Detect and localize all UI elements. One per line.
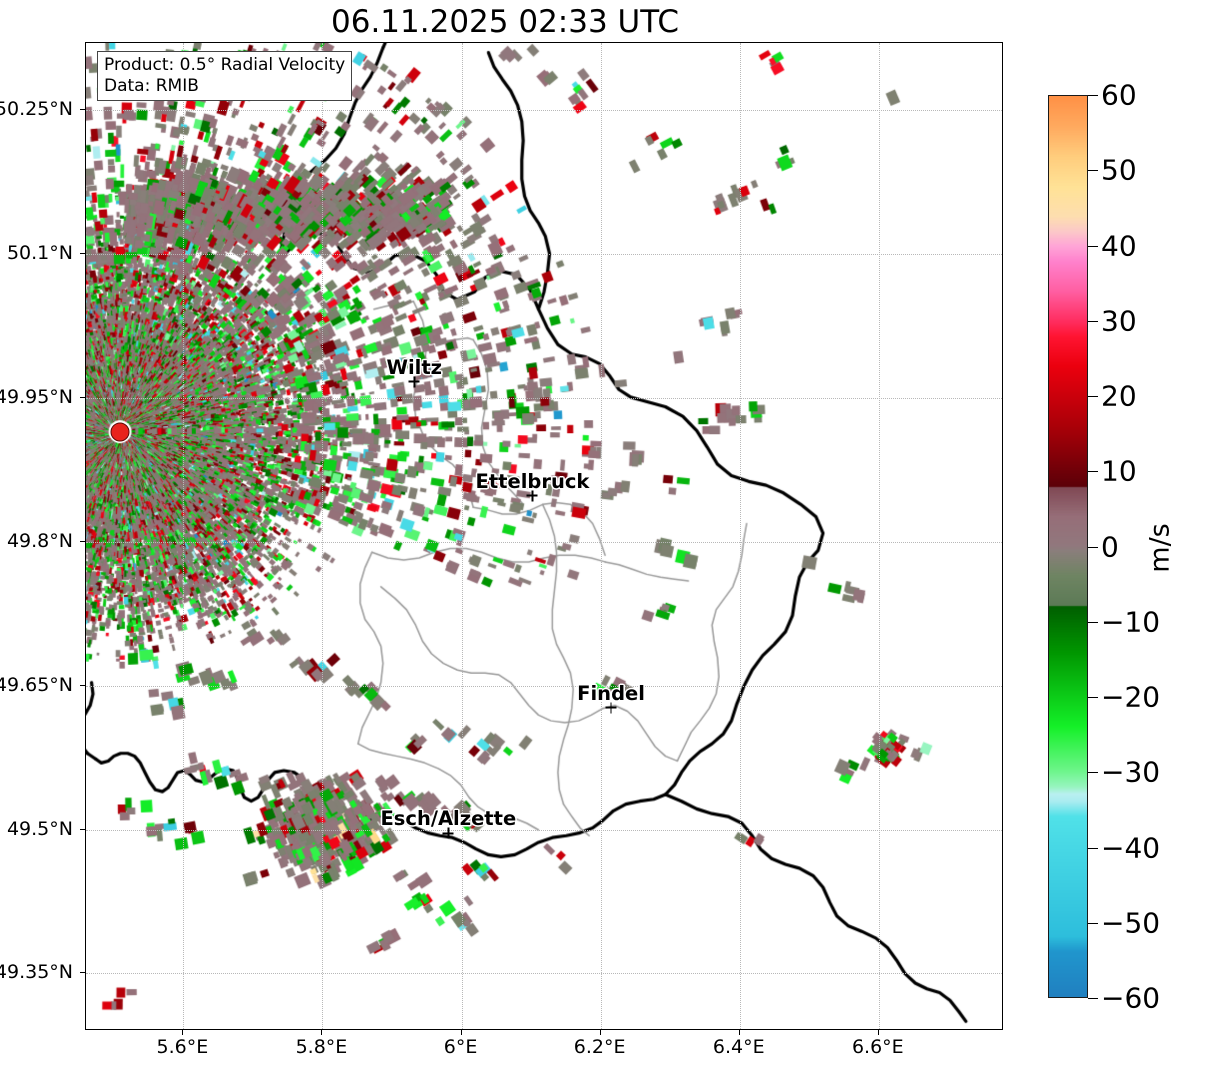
city-marker-esch-alzette — [442, 827, 454, 839]
colorbar-tick-label: 40 — [1101, 229, 1137, 262]
colorbar-tick-mark — [1088, 245, 1098, 247]
y-tick-mark — [80, 540, 85, 542]
x-tick-mark — [877, 1030, 879, 1035]
y-tick-label: 49.8°N — [6, 529, 73, 552]
y-tick-mark — [80, 684, 85, 686]
page-title: 06.11.2025 02:33 UTC — [331, 4, 679, 40]
y-tick-mark — [80, 253, 85, 255]
colorbar-tick-label: 60 — [1101, 78, 1137, 112]
y-tick-mark — [80, 972, 85, 974]
colorbar-tick-mark — [1088, 170, 1098, 172]
city-marker-findel — [605, 702, 617, 714]
colorbar-tick-label: 20 — [1101, 379, 1137, 413]
y-tick-label: 49.35°N — [0, 961, 73, 984]
colorbar-tick-label: 10 — [1101, 454, 1137, 488]
x-tick-mark — [460, 1030, 462, 1035]
gridline-horizontal — [86, 829, 1002, 831]
city-label-wiltz: Wiltz — [386, 355, 443, 379]
colorbar-tick-label: −10 — [1101, 605, 1161, 639]
x-tick-label: 5.6°E — [156, 1036, 209, 1058]
colorbar-tick-mark — [1088, 396, 1098, 397]
x-tick-label: 6.4°E — [712, 1036, 765, 1058]
gridline-horizontal — [86, 397, 1002, 399]
gridline-vertical — [739, 43, 741, 1029]
colorbar-tick-label: −60 — [1101, 981, 1161, 1015]
x-tick-label: 6°E — [443, 1036, 478, 1058]
x-tick-mark — [599, 1030, 601, 1035]
y-tick-label: 50.25°N — [0, 98, 73, 121]
colorbar-tick-mark — [1088, 621, 1098, 623]
y-tick-label: 49.65°N — [0, 673, 73, 696]
colorbar-tick-mark — [1088, 998, 1098, 999]
y-tick-label: 49.95°N — [0, 385, 73, 408]
radar-site-marker — [110, 422, 130, 442]
gridline-vertical — [183, 43, 185, 1029]
x-tick-label: 5.8°E — [295, 1036, 348, 1058]
radar-map-axes[interactable]: Wiltz Ettelbruck Findel Esch/Alzette — [85, 42, 1003, 1030]
colorbar-tick-label: −30 — [1101, 755, 1161, 789]
colorbar-tick-label: 30 — [1101, 304, 1137, 338]
colorbar-tick-label: −40 — [1101, 831, 1161, 864]
colorbar-tick-mark — [1088, 772, 1098, 774]
y-tick-mark — [80, 109, 85, 111]
radar-velocity-field — [86, 43, 1002, 1029]
info-product-line: Product: 0.5° Radial Velocity — [104, 55, 346, 75]
x-tick-mark — [738, 1030, 740, 1035]
product-info-box: Product: 0.5° Radial Velocity Data: RMIB — [97, 51, 353, 102]
colorbar-tick-label: −50 — [1101, 906, 1161, 940]
gridline-vertical — [878, 43, 880, 1029]
city-label-findel: Findel — [577, 681, 645, 705]
gridline-horizontal — [86, 685, 1002, 687]
colorbar-tick-label: −20 — [1101, 680, 1161, 714]
gridline-horizontal — [86, 254, 1002, 256]
x-tick-label: 6.6°E — [851, 1036, 904, 1058]
colorbar-tick-mark — [1088, 471, 1098, 473]
y-tick-label: 49.5°N — [6, 817, 73, 840]
gridline-vertical — [322, 43, 324, 1029]
gridline-vertical — [600, 43, 602, 1029]
colorbar-tick-mark — [1088, 95, 1098, 96]
colorbar-unit-label: m/s — [1144, 523, 1176, 573]
colorbar-gradient — [1049, 96, 1087, 997]
gridline-vertical — [461, 43, 463, 1029]
x-tick-label: 6.2°E — [573, 1036, 626, 1058]
city-label-ettelbruck: Ettelbruck — [475, 469, 590, 493]
y-tick-label: 50.1°N — [6, 242, 73, 265]
colorbar-tick-label: 50 — [1101, 153, 1137, 187]
x-tick-mark — [321, 1030, 323, 1035]
gridline-horizontal — [86, 541, 1002, 543]
colorbar-tick-mark — [1088, 320, 1098, 322]
city-marker-wiltz — [408, 376, 420, 388]
city-label-esch-alzette: Esch/Alzette — [380, 807, 517, 831]
colorbar-tick-mark — [1088, 922, 1098, 924]
y-tick-mark — [80, 396, 85, 398]
x-tick-mark — [182, 1030, 184, 1035]
colorbar-tick-mark — [1088, 546, 1098, 548]
velocity-colorbar[interactable] — [1048, 95, 1088, 998]
gridline-horizontal — [86, 110, 1002, 112]
colorbar-tick-mark — [1088, 697, 1098, 698]
colorbar-tick-label: 0 — [1101, 530, 1119, 563]
city-marker-ettelbruck — [526, 490, 538, 502]
info-data-line: Data: RMIB — [104, 75, 199, 96]
gridline-horizontal — [86, 973, 1002, 975]
colorbar-tick-mark — [1088, 847, 1098, 849]
y-tick-mark — [80, 828, 85, 830]
